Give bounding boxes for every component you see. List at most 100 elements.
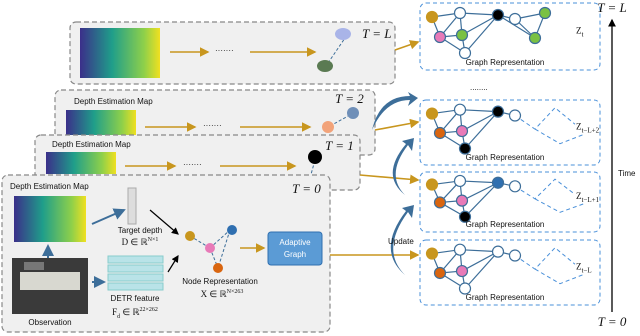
card-L: T = L ······· xyxy=(69,21,396,85)
graph-panel: Graph Representation Zt xyxy=(419,2,601,71)
graph-panel: Graph Representation Zt−L xyxy=(419,239,601,306)
graph-caption: Graph Representation xyxy=(466,58,545,67)
adaptive-label: Graph xyxy=(284,250,306,259)
graph-node xyxy=(508,249,522,262)
graph-node xyxy=(491,176,505,189)
graph-panel: Graph Representation Zt−L+2 xyxy=(419,99,601,166)
graph-edge xyxy=(461,182,499,202)
symbol-sub: t xyxy=(582,31,584,39)
symbol: Z xyxy=(576,262,582,272)
graph-node xyxy=(508,12,522,26)
graph-node xyxy=(425,178,439,191)
graph-node xyxy=(455,264,469,278)
node-math: X ∈ ℝN×263 xyxy=(201,289,244,299)
arrow xyxy=(149,209,179,235)
graph-edge xyxy=(461,111,499,132)
graph-node xyxy=(458,210,472,223)
graph-node xyxy=(458,142,472,155)
graph-node xyxy=(458,282,472,295)
arrow xyxy=(359,174,420,185)
map-title: Depth Estimation Map xyxy=(74,97,153,106)
card-label: T = 1 xyxy=(325,138,354,153)
arrow xyxy=(374,118,420,131)
map-title: Depth Estimation Map xyxy=(10,182,89,191)
graph-node xyxy=(425,107,439,120)
ellipsis: ........ xyxy=(470,83,488,92)
graph-edge xyxy=(497,14,536,39)
graph-node xyxy=(433,266,447,280)
symbol: Z xyxy=(576,26,582,36)
dots: ······· xyxy=(215,46,234,55)
depth-map xyxy=(46,152,116,174)
arrow xyxy=(167,254,179,273)
symbol: Z xyxy=(576,191,582,201)
card-label: T = 0 xyxy=(292,181,321,196)
graph-node xyxy=(528,31,542,45)
edge xyxy=(329,114,351,127)
time-bottom: T = 0 xyxy=(598,314,627,329)
detr-math: Fd ∈ ℝ22×262 xyxy=(112,307,158,320)
graph-edge xyxy=(459,180,499,184)
graph-node xyxy=(425,10,439,24)
detr-title: DETR feature xyxy=(111,294,160,303)
graph-edge xyxy=(464,251,499,289)
adaptive-label: Adaptive xyxy=(279,238,311,247)
graph-node xyxy=(538,6,552,20)
card-label: T = 2 xyxy=(335,91,364,106)
graph-node xyxy=(455,194,469,207)
symbol: Z xyxy=(576,122,582,132)
graph-node xyxy=(458,46,472,60)
graph-dashed-edges xyxy=(514,247,586,285)
arrow xyxy=(91,208,126,225)
graph-node xyxy=(491,245,505,258)
graph-caption: Graph Representation xyxy=(466,153,545,162)
adaptive-graph-box xyxy=(267,231,323,266)
edge xyxy=(327,37,346,64)
target-math: D ∈ ℝN×1 xyxy=(122,237,159,247)
kitchen-counter xyxy=(20,272,80,290)
graph-dashed-edges xyxy=(514,107,586,145)
observation-label: Observation xyxy=(28,318,71,327)
graph-panel: Graph Representation Zt−L+1 xyxy=(419,171,601,233)
graph-node xyxy=(508,109,522,122)
graph-node xyxy=(491,105,505,118)
symbol-sub: t−L+2 xyxy=(582,127,600,135)
time-label: Time xyxy=(618,169,636,178)
graph-edge xyxy=(461,14,499,36)
detr-feature-bars xyxy=(107,255,164,291)
graph-node xyxy=(453,6,467,20)
graph-node xyxy=(433,30,447,44)
graph-node xyxy=(453,243,467,256)
card-0: Depth Estimation Map T = 0 Observation T… xyxy=(1,174,331,333)
time-top: T = L xyxy=(597,0,627,15)
graph-edge xyxy=(464,111,499,149)
graph-edge xyxy=(459,249,499,253)
target-title: Target depth xyxy=(118,226,162,235)
kitchen-cabinet xyxy=(24,262,44,270)
node xyxy=(335,28,351,40)
graph-symbol: Zt−L+2 xyxy=(576,122,600,135)
graph-symbol: Zt xyxy=(576,26,584,39)
depth-map xyxy=(80,28,160,78)
graph-dashed-edges xyxy=(514,178,586,213)
graph-edge xyxy=(459,109,499,113)
graph-node xyxy=(433,196,447,209)
graph-node xyxy=(453,174,467,188)
dots: ······· xyxy=(183,160,202,169)
graph-edge xyxy=(464,182,499,218)
graph-node xyxy=(455,28,469,42)
symbol-sub: t−L+1 xyxy=(582,196,600,204)
node xyxy=(308,150,322,164)
graph-node xyxy=(433,126,447,140)
update-arrows xyxy=(372,92,418,275)
node xyxy=(322,121,334,133)
graph-caption: Graph Representation xyxy=(466,220,545,229)
arrow xyxy=(394,40,420,51)
graph-symbol: Zt−L+1 xyxy=(576,191,600,204)
graph-caption: Graph Representation xyxy=(466,293,545,302)
depth-map xyxy=(14,196,86,242)
graph-edge xyxy=(459,12,499,16)
target-depth-bar xyxy=(127,187,137,225)
update-label: Update xyxy=(388,237,414,246)
